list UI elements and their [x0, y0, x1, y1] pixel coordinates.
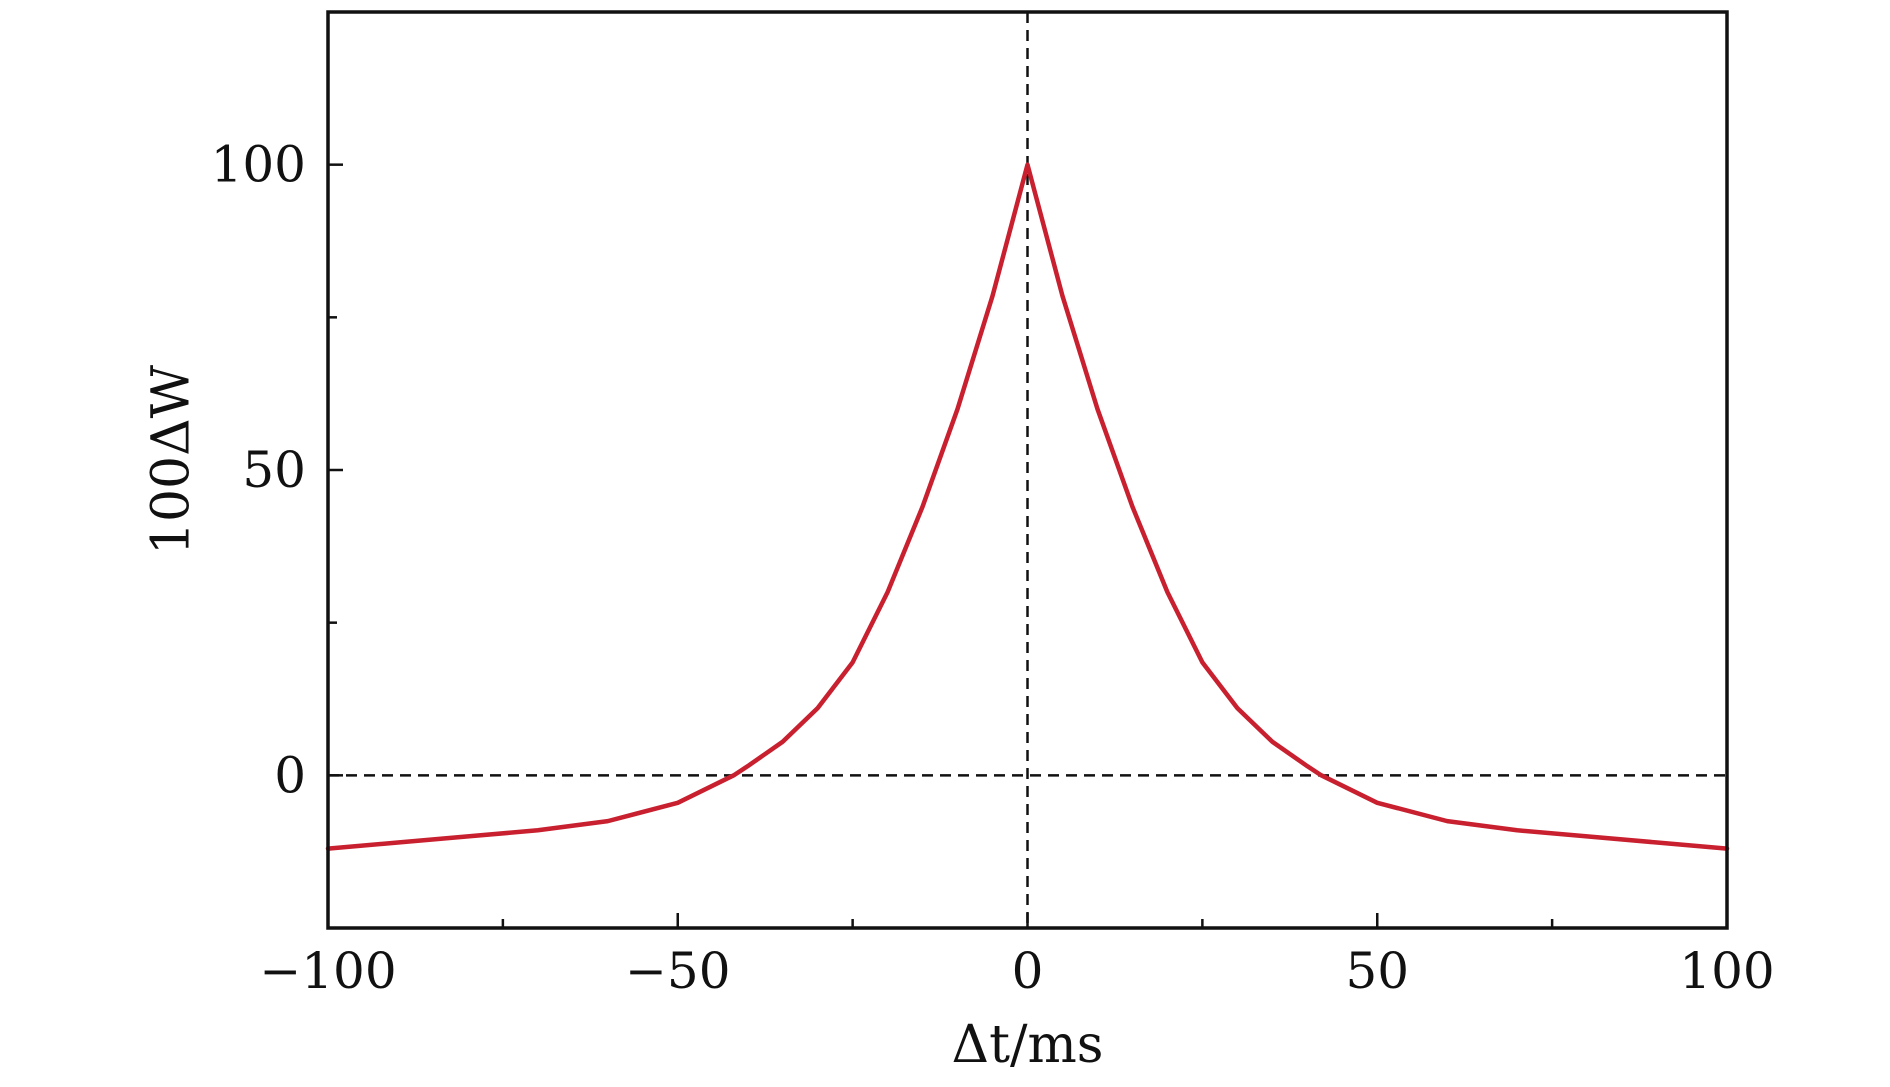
x-tick-label: 100: [1679, 942, 1774, 1000]
y-tick-label: 100: [211, 136, 306, 194]
x-tick-label: −50: [625, 942, 731, 1000]
tick-labels: −100 −50 0 50 100 0 50 100: [211, 136, 1775, 1000]
y-tick-label: 0: [274, 746, 306, 804]
y-tick-label: 50: [242, 441, 306, 499]
axis-ticks: [326, 163, 1729, 928]
series-line-0: [325, 162, 1730, 851]
reference-lines: [328, 12, 1727, 928]
y-axis-title: 100ΔW: [142, 364, 202, 555]
x-axis-title: Δt/ms: [952, 1015, 1104, 1075]
x-tick-label: −100: [259, 942, 396, 1000]
x-tick-label: 50: [1345, 942, 1409, 1000]
x-tick-label: 0: [1012, 942, 1044, 1000]
series-layer: [325, 162, 1730, 851]
